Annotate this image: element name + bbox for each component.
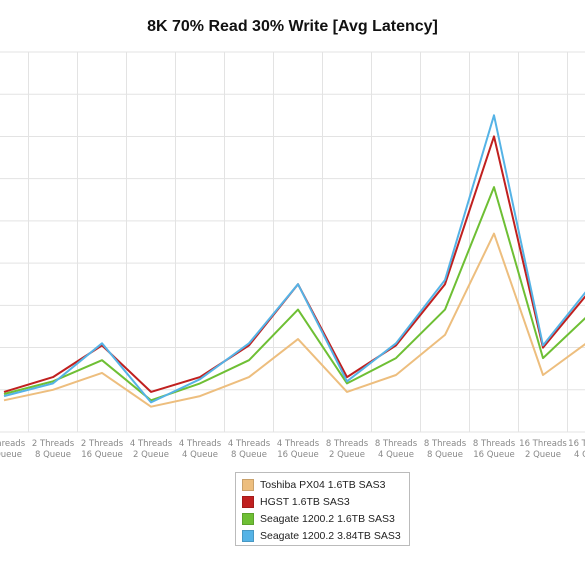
x-tick-label: 8 Threads 2 Queue	[326, 439, 369, 460]
series-line-0	[3, 232, 585, 408]
legend-item[interactable]: Seagate 1200.2 3.84TB SAS3	[242, 527, 409, 544]
chart-title: 8K 70% Read 30% Write [Avg Latency]	[147, 18, 438, 35]
x-tick-label: 16 Threads 2 Queue	[519, 439, 567, 460]
legend-swatch	[242, 495, 254, 508]
series-lines	[3, 114, 585, 408]
legend-label: HGST 1.6TB SAS3	[260, 495, 350, 508]
legend-swatch	[242, 512, 254, 525]
x-tick-label: 4 Threads 8 Queue	[228, 439, 271, 460]
x-tick-label: 8 Threads 16 Queue	[473, 439, 516, 460]
legend-swatch	[242, 529, 254, 542]
x-tick-label: 8 Threads 4 Queue	[375, 439, 418, 460]
legend-label: Toshiba PX04 1.6TB SAS3	[260, 478, 386, 491]
x-tick-label: 4 Threads 2 Queue	[130, 439, 173, 460]
x-tick-label: 2 Threads 16 Queue	[81, 439, 124, 460]
legend-swatch	[242, 478, 254, 491]
legend-item[interactable]: HGST 1.6TB SAS3	[242, 493, 409, 510]
x-tick-label: 4 Threads 4 Queue	[179, 439, 222, 460]
legend: Toshiba PX04 1.6TB SAS3 HGST 1.6TB SAS3 Se…	[235, 472, 410, 546]
series-line-2	[3, 186, 585, 402]
legend-item[interactable]: Toshiba PX04 1.6TB SAS3	[242, 476, 409, 493]
x-tick-label: 4 Threads 16 Queue	[277, 439, 320, 460]
series-line-1	[3, 135, 585, 393]
legend-label: Seagate 1200.2 1.6TB SAS3	[260, 512, 395, 525]
series-line-3	[3, 114, 585, 404]
grid-lines	[0, 51, 585, 433]
legend-label: Seagate 1200.2 3.84TB SAS3	[260, 529, 401, 542]
x-tick-label: 8 Threads 8 Queue	[424, 439, 467, 460]
legend-item[interactable]: Seagate 1200.2 1.6TB SAS3	[242, 510, 409, 527]
x-tick-label: 2 Threads 8 Queue	[32, 439, 75, 460]
